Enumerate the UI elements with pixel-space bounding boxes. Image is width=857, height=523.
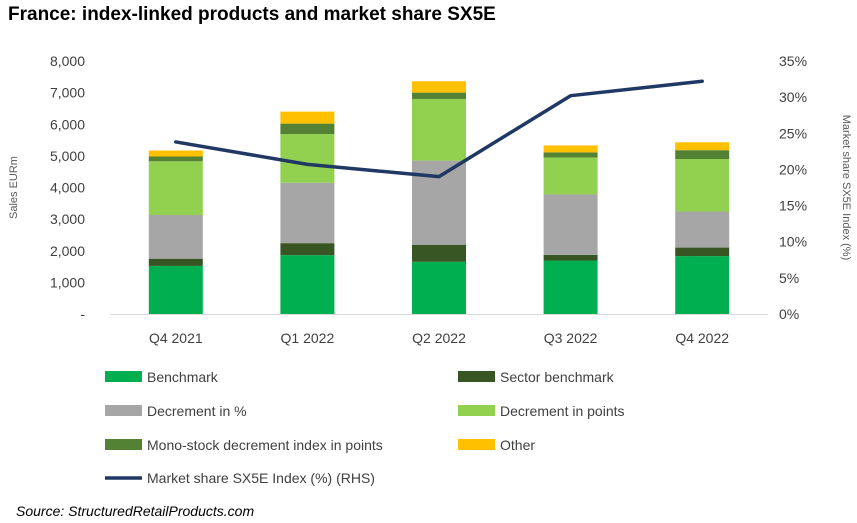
legend-label: Market share SX5E Index (%) (RHS)	[147, 470, 375, 486]
market-share-point	[306, 163, 309, 166]
bar-segment	[148, 150, 203, 157]
bar-segment	[412, 244, 466, 262]
bar-segment	[675, 247, 730, 257]
y2-tick-label: 35%	[779, 53, 807, 69]
y2-tick-label: 25%	[779, 125, 807, 141]
y-tick-label: 2,000	[50, 243, 85, 259]
y-tick-label: 4,000	[50, 180, 85, 196]
legend-swatch	[458, 439, 495, 450]
bar-segment	[412, 261, 466, 314]
bar-segment	[543, 157, 598, 195]
bar-segment	[675, 211, 730, 248]
bar-segment	[148, 215, 203, 259]
bar-segment	[280, 243, 335, 256]
y-tick-label: 3,000	[50, 211, 85, 227]
bar-segment	[412, 81, 466, 93]
y-tick-label: 5,000	[50, 148, 85, 164]
bar-segment	[280, 182, 335, 244]
y2-tick-label: 0%	[779, 306, 799, 322]
legend-swatch	[105, 405, 142, 416]
bar-segment	[543, 145, 598, 153]
bar-segment	[148, 258, 203, 266]
bar-segment	[675, 150, 730, 160]
legend-label: Mono-stock decrement index in points	[147, 437, 383, 453]
bar-segment	[675, 159, 730, 212]
x-tick-label: Q3 2022	[544, 330, 598, 346]
x-tick-label: Q4 2021	[149, 330, 203, 346]
y-tick-label: 6,000	[50, 116, 85, 132]
bar-segment	[675, 256, 730, 314]
y-tick-label: -	[80, 306, 85, 322]
x-tick-label: Q4 2022	[675, 330, 729, 346]
bar-segment	[543, 194, 598, 255]
x-tick-label: Q1 2022	[281, 330, 335, 346]
legend-label: Sector benchmark	[500, 369, 615, 385]
market-share-point	[569, 94, 572, 97]
bar-segment	[148, 156, 203, 162]
y2-tick-label: 5%	[779, 270, 799, 286]
bar-segment	[543, 260, 598, 314]
bar-segment	[148, 265, 203, 314]
bar-segment	[280, 134, 335, 183]
legend-label: Benchmark	[147, 369, 219, 385]
y2-tick-label: 30%	[779, 89, 807, 105]
legend-label: Decrement in %	[147, 403, 247, 419]
y-tick-label: 8,000	[50, 53, 85, 69]
y2-tick-label: 10%	[779, 234, 807, 250]
y-axis-label: Sales EURm	[8, 156, 20, 219]
y-tick-label: 1,000	[50, 274, 85, 290]
legend-label: Other	[500, 437, 535, 453]
legend-swatch	[105, 371, 142, 382]
bar-segment	[543, 254, 598, 261]
bar-segment	[280, 111, 335, 124]
legend-swatch	[458, 405, 495, 416]
bar-segment	[675, 142, 730, 151]
bar-segment	[412, 98, 466, 161]
bar-segment	[412, 92, 466, 99]
legend-swatch	[458, 371, 495, 382]
y2-tick-label: 15%	[779, 198, 807, 214]
bar-segment	[280, 123, 335, 135]
legend-swatch	[105, 439, 142, 450]
x-tick-label: Q2 2022	[412, 330, 466, 346]
market-share-point	[438, 175, 440, 178]
y2-tick-label: 20%	[779, 161, 807, 177]
bar-segment	[543, 152, 598, 158]
legend-label: Decrement in points	[500, 403, 625, 419]
y2-axis-label: Market share SX5E Index (%)	[840, 115, 852, 261]
market-share-point	[701, 80, 703, 83]
chart-title: France: index-linked products and market…	[8, 4, 496, 25]
market-share-point	[175, 141, 177, 143]
bar-segment	[148, 161, 203, 216]
bar-segment	[280, 255, 335, 314]
y-tick-label: 7,000	[50, 85, 85, 101]
source-note: Source: StructuredRetailProducts.com	[16, 503, 255, 519]
